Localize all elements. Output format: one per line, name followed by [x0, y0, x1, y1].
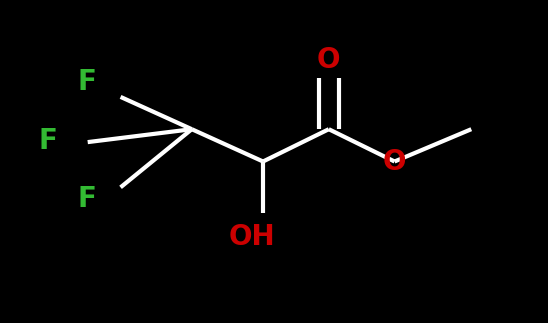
- Text: OH: OH: [229, 224, 276, 251]
- Text: O: O: [383, 148, 406, 175]
- Text: O: O: [317, 46, 340, 74]
- Text: F: F: [39, 127, 58, 154]
- Text: F: F: [77, 185, 96, 213]
- Text: F: F: [77, 68, 96, 96]
